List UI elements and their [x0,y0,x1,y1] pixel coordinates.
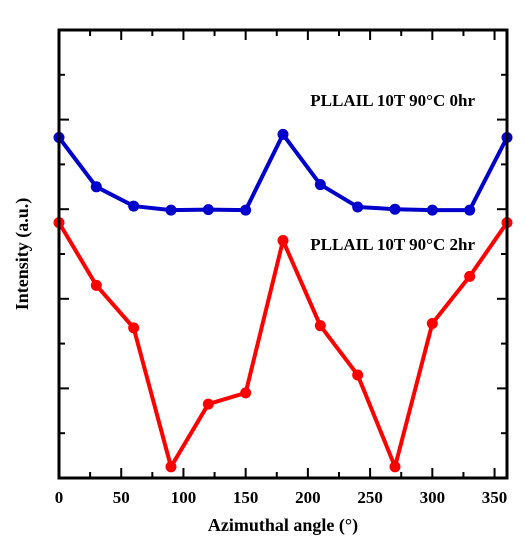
series-1-point [90,279,102,291]
series-1-point [314,320,326,332]
x-tick-label: 300 [420,488,446,507]
x-tick-labels: 0 50 100 150 200 250 300 350 [55,488,508,507]
series-1-point [240,387,252,399]
series-0-point [240,204,252,216]
x-tick-label: 250 [357,488,383,507]
series-0-point [352,201,364,213]
series-1-point [352,369,364,381]
series-0-point [426,204,438,216]
series-layer [53,128,513,473]
series-0-point [128,200,140,212]
x-tick-label: 100 [171,488,197,507]
x-axis-title: Azimuthal angle (°) [208,515,358,536]
plot-frame [57,28,509,480]
x-tick-label: 0 [55,488,64,507]
series-line-0 [57,132,509,213]
series-1-point [389,461,401,473]
series-0-point [464,204,476,216]
series-1-point [277,235,289,247]
series-1-point [202,398,214,410]
series-annotation: PLLAIL 10T 90°C 0hr [310,91,475,110]
series-0-point [165,204,177,216]
series-0-point [90,181,102,193]
series-line-1 [57,221,509,469]
series-1-point [426,317,438,329]
series-1-point [165,461,177,473]
x-tick-label: 200 [295,488,321,507]
x-tick-label: 350 [482,488,508,507]
series-0-point [277,128,289,140]
x-tick-label: 150 [233,488,259,507]
y-axis-title: Intensity (a.u.) [12,198,33,311]
annotations: PLLAIL 10T 90°C 0hr PLLAIL 10T 90°C 2hr [310,91,475,254]
series-annotation: PLLAIL 10T 90°C 2hr [310,235,475,254]
series-1-point [464,270,476,282]
series-0-point [389,203,401,215]
series-0-point [314,179,326,191]
x-tick-label: 50 [113,488,130,507]
series-1-point [128,322,140,334]
series-0-point [202,204,214,216]
